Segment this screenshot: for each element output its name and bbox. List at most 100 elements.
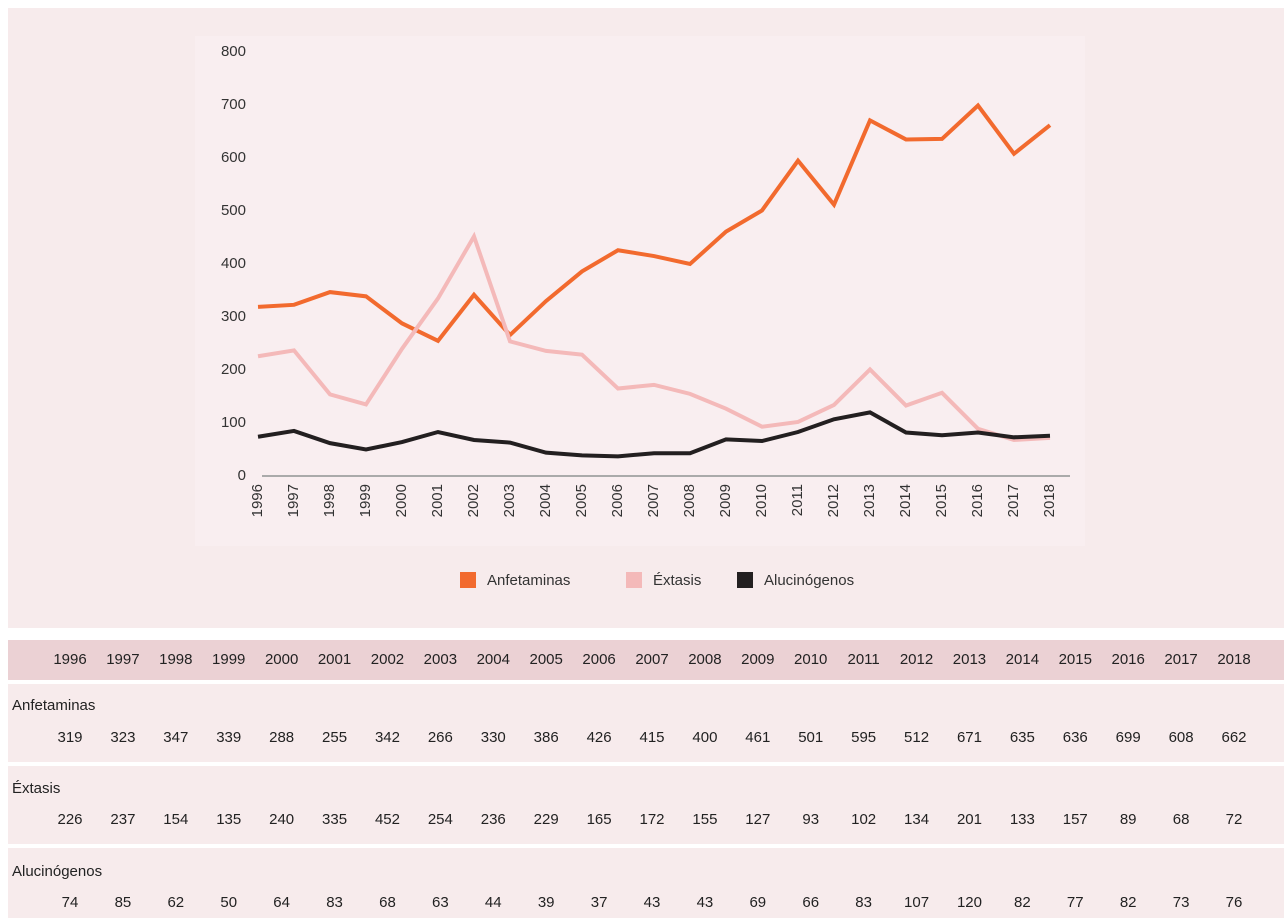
table-cell: 77 <box>1067 894 1084 911</box>
table-cell: 120 <box>957 894 982 911</box>
legend-swatch <box>737 572 753 588</box>
table-header-cell: 2005 <box>529 651 562 668</box>
line-series <box>257 231 1051 442</box>
table-cell: 608 <box>1169 729 1194 746</box>
x-tick-label: 1996 <box>249 484 266 517</box>
table-cell: 37 <box>591 894 608 911</box>
table-header-cell: 1998 <box>159 651 192 668</box>
legend-label: Éxtasis <box>653 572 701 589</box>
table-cell: 288 <box>269 729 294 746</box>
x-tick-label: 2015 <box>933 484 950 517</box>
x-tick-label: 2011 <box>789 484 806 516</box>
table-cell: 512 <box>904 729 929 746</box>
table-cell: 226 <box>57 811 82 828</box>
table-cell: 64 <box>273 894 290 911</box>
table-cell: 72 <box>1226 811 1243 828</box>
table-cell: 83 <box>326 894 343 911</box>
table-cell: 237 <box>110 811 135 828</box>
table-cell: 335 <box>322 811 347 828</box>
table-header-cell: 2013 <box>953 651 986 668</box>
x-tick-label: 1999 <box>357 484 374 517</box>
x-tick-label: 2017 <box>1005 484 1022 517</box>
table-cell: 63 <box>432 894 449 911</box>
table-cell: 68 <box>1173 811 1190 828</box>
table-cell: 201 <box>957 811 982 828</box>
y-tick-label: 800 <box>221 43 246 60</box>
table-cell: 135 <box>216 811 241 828</box>
x-tick-label: 2003 <box>501 484 518 517</box>
table-cell: 461 <box>745 729 770 746</box>
table-row <box>8 766 1284 844</box>
legend-label: Alucinógenos <box>764 572 854 589</box>
x-tick-label: 2016 <box>969 484 986 517</box>
table-header-cell: 2018 <box>1217 651 1250 668</box>
table-cell: 342 <box>375 729 400 746</box>
table-cell: 595 <box>851 729 876 746</box>
table-cell: 347 <box>163 729 188 746</box>
table-cell: 165 <box>587 811 612 828</box>
x-tick-label: 2002 <box>465 484 482 517</box>
y-tick-label: 100 <box>221 414 246 431</box>
y-tick-label: 0 <box>238 467 246 484</box>
table-header-cell: 2011 <box>848 651 880 668</box>
table-cell: 43 <box>644 894 661 911</box>
table-cell: 229 <box>534 811 559 828</box>
table-cell: 107 <box>904 894 929 911</box>
x-tick-label: 1998 <box>321 484 338 517</box>
table-header-cell: 2012 <box>900 651 933 668</box>
table-cell: 74 <box>62 894 79 911</box>
table-cell: 83 <box>855 894 872 911</box>
table-cell: 699 <box>1116 729 1141 746</box>
table-cell: 89 <box>1120 811 1137 828</box>
table-cell: 82 <box>1014 894 1031 911</box>
table-cell: 415 <box>639 729 664 746</box>
table-header-cell: 2016 <box>1111 651 1144 668</box>
table-cell: 43 <box>697 894 714 911</box>
y-tick-label: 400 <box>221 255 246 272</box>
table-cell: 127 <box>745 811 770 828</box>
table-row-label: Alucinógenos <box>12 863 102 880</box>
table-cell: 44 <box>485 894 502 911</box>
x-tick-label: 2006 <box>609 484 626 517</box>
table-header-cell: 2000 <box>265 651 298 668</box>
table-row-label: Anfetaminas <box>12 697 95 714</box>
table-row <box>8 684 1284 762</box>
table-row-label: Éxtasis <box>12 780 60 797</box>
table-cell: 66 <box>802 894 819 911</box>
x-tick-label: 2004 <box>537 484 554 517</box>
x-tick-label: 2013 <box>861 484 878 517</box>
table-cell: 62 <box>167 894 184 911</box>
x-tick-label: 2009 <box>717 484 734 517</box>
table-header-cell: 2008 <box>688 651 721 668</box>
table-cell: 400 <box>692 729 717 746</box>
y-tick-label: 200 <box>221 361 246 378</box>
table-cell: 155 <box>692 811 717 828</box>
table-cell: 85 <box>115 894 132 911</box>
table-header-cell: 2009 <box>741 651 774 668</box>
table-cell: 635 <box>1010 729 1035 746</box>
table-cell: 240 <box>269 811 294 828</box>
table-cell: 266 <box>428 729 453 746</box>
x-tick-label: 2007 <box>645 484 662 517</box>
table-header-cell: 1999 <box>212 651 245 668</box>
x-tick-label: 1997 <box>285 484 302 517</box>
y-tick-label: 500 <box>221 202 246 219</box>
table-header <box>8 640 1284 680</box>
y-tick-label: 700 <box>221 96 246 113</box>
table-cell: 452 <box>375 811 400 828</box>
x-tick-label: 2010 <box>753 484 770 517</box>
table-cell: 133 <box>1010 811 1035 828</box>
table-cell: 330 <box>481 729 506 746</box>
legend-swatch <box>460 572 476 588</box>
table-cell: 154 <box>163 811 188 828</box>
table-cell: 501 <box>798 729 823 746</box>
x-tick-label: 2000 <box>393 484 410 517</box>
table-cell: 662 <box>1221 729 1246 746</box>
table-cell: 255 <box>322 729 347 746</box>
table-cell: 68 <box>379 894 396 911</box>
table-cell: 82 <box>1120 894 1137 911</box>
line-series <box>257 410 1051 459</box>
table-header-cell: 2017 <box>1164 651 1197 668</box>
table-header-cell: 2015 <box>1059 651 1092 668</box>
